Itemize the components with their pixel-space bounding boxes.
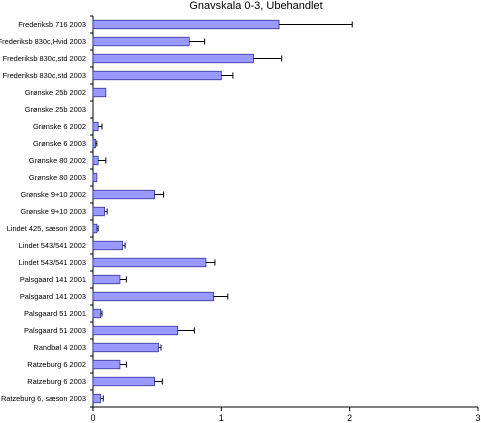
category-label: Grønske 9+10 2003 bbox=[20, 207, 86, 216]
bar bbox=[92, 36, 190, 47]
category-label: Palsgaard 141 2001 bbox=[20, 275, 86, 284]
bar bbox=[92, 189, 155, 200]
x-tick-label: 2 bbox=[347, 413, 352, 423]
bar bbox=[92, 342, 159, 353]
chart-bars bbox=[92, 19, 353, 404]
x-tick-label: 0 bbox=[90, 413, 95, 423]
category-label: Ratzeburg 6 2002 bbox=[27, 360, 86, 369]
category-label: Palsgaard 51 2001 bbox=[24, 309, 86, 318]
category-label: Grønske 6 2002 bbox=[33, 122, 86, 131]
bar bbox=[92, 325, 179, 336]
bar bbox=[92, 376, 155, 387]
bar bbox=[92, 138, 96, 149]
x-tick-label: 3 bbox=[475, 413, 480, 423]
bar bbox=[92, 274, 121, 285]
category-label: Grønske 25b 2003 bbox=[25, 105, 86, 114]
bar bbox=[92, 121, 99, 132]
bar bbox=[92, 223, 98, 234]
bar bbox=[92, 291, 215, 302]
category-label: Frederiksb 830c,std 2003 bbox=[3, 71, 86, 80]
bar bbox=[92, 53, 254, 64]
category-label: Grønske 25b 2002 bbox=[25, 88, 86, 97]
category-label: Lindet 543/541 2002 bbox=[19, 241, 86, 250]
bar bbox=[92, 155, 99, 166]
category-label: Frederiksb 830c,std 2002 bbox=[3, 54, 86, 63]
category-label: Ratzeburg 6, sæson 2003 bbox=[1, 394, 86, 403]
category-label: Grønske 6 2003 bbox=[33, 139, 86, 148]
bar bbox=[92, 393, 102, 404]
category-label: Grønske 9+10 2002 bbox=[20, 190, 86, 199]
category-label: Palsgaard 51 2003 bbox=[24, 326, 86, 335]
bar bbox=[92, 206, 105, 217]
x-tick-label: 1 bbox=[219, 413, 224, 423]
bar bbox=[92, 70, 222, 81]
category-label: Grønske 80 2002 bbox=[29, 156, 86, 165]
category-labels: Frederiksb 716 2003 Frederiksb 830c,Hvid … bbox=[0, 20, 86, 403]
bar bbox=[92, 87, 107, 98]
x-tick-labels: 0 1 2 3 bbox=[90, 413, 480, 423]
bar bbox=[92, 19, 280, 30]
bar bbox=[92, 172, 98, 183]
category-label: Ratzeburg 6 2003 bbox=[27, 377, 86, 386]
chart-title: Gnavskala 0-3, Ubehandlet bbox=[189, 0, 322, 12]
bar bbox=[92, 308, 102, 319]
category-label: Grønske 80 2003 bbox=[29, 173, 86, 182]
category-label: Lindet 425, sæson 2003 bbox=[7, 224, 86, 233]
category-label: Lindet 543/541 2003 bbox=[19, 258, 86, 267]
category-label: Palsgaard 141 2003 bbox=[20, 292, 86, 301]
category-label: Randbøl 4 2003 bbox=[33, 343, 86, 352]
bar bbox=[92, 257, 207, 268]
bar bbox=[92, 240, 123, 251]
bar bbox=[92, 359, 121, 370]
category-label: Frederiksb 716 2003 bbox=[18, 20, 86, 29]
category-label: Frederiksb 830c,Hvid 2003 bbox=[0, 37, 86, 46]
